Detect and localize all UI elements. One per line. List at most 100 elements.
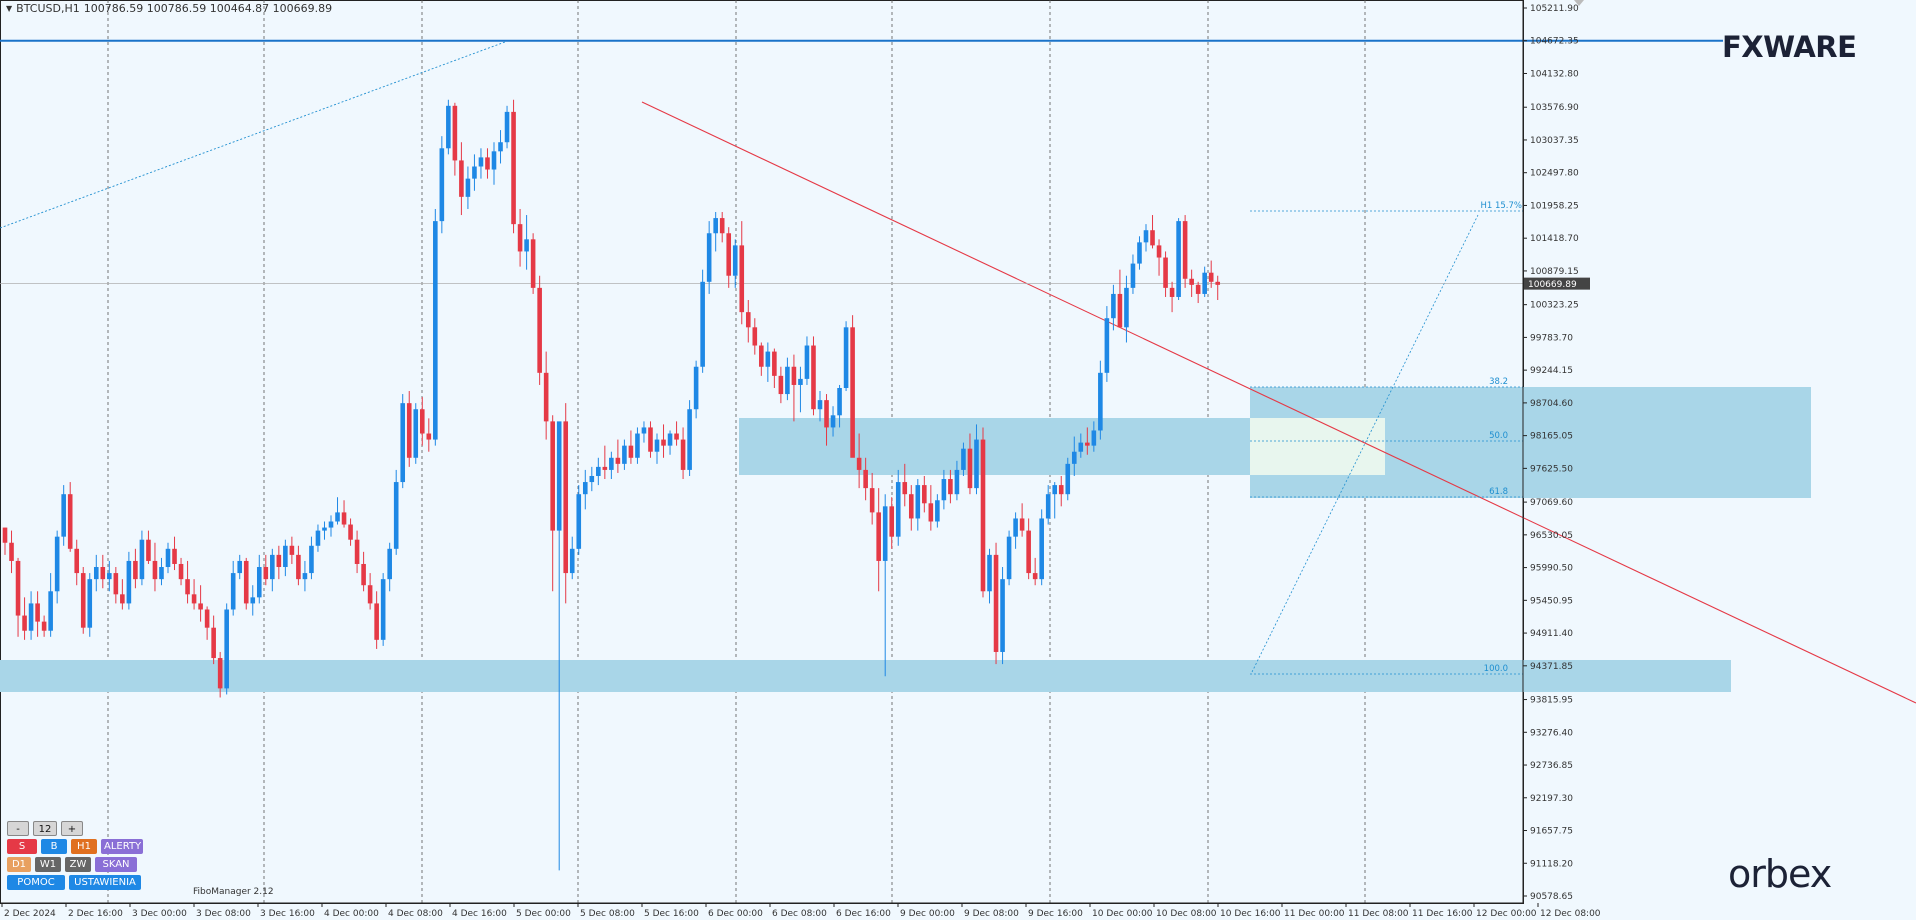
dropdown-triangle-icon[interactable]: ▼ <box>6 4 13 13</box>
candle <box>635 427 640 464</box>
candle-body <box>1052 485 1058 495</box>
candle-body <box>9 542 14 561</box>
timeframe-h1-button[interactable]: H1 <box>71 839 97 854</box>
fibo-level-label: 61.8 <box>1489 487 1508 497</box>
candle-body <box>204 609 210 628</box>
orbex-logo: orbex <box>1728 852 1832 896</box>
candle <box>504 105 510 149</box>
candle <box>811 336 816 416</box>
candle-body <box>1078 442 1084 452</box>
time-tick-label: 2 Dec 2024 <box>4 909 56 919</box>
candle <box>843 321 849 392</box>
candle-body <box>582 482 588 495</box>
candle-body <box>1137 242 1142 264</box>
candle-body <box>517 224 523 252</box>
candle <box>706 221 712 294</box>
timeframe-d1-button[interactable]: D1 <box>7 857 31 872</box>
candle <box>354 530 360 574</box>
candle <box>602 445 608 480</box>
zw-button[interactable]: ZW <box>65 857 91 872</box>
candle <box>622 439 627 470</box>
candle <box>1156 239 1162 276</box>
candle-body <box>498 142 503 152</box>
candle-body <box>569 548 575 574</box>
time-tick-label: 11 Dec 08:00 <box>1348 909 1409 919</box>
candle-body <box>895 482 901 537</box>
candle-body <box>413 409 419 458</box>
candle-body <box>817 400 823 410</box>
price-tick-label: 95990.50 <box>1530 564 1573 574</box>
candle <box>419 397 425 446</box>
candle-body <box>837 387 842 416</box>
candle <box>380 573 386 646</box>
alerts-button[interactable]: ALERTY <box>101 839 143 854</box>
candle <box>759 342 764 376</box>
candle-body <box>1065 463 1071 495</box>
candle-body <box>974 439 979 489</box>
candle <box>556 421 562 871</box>
candle <box>569 536 575 580</box>
price-tick-label: 101418.70 <box>1530 234 1579 244</box>
candle <box>1163 251 1168 297</box>
candle-body <box>309 545 314 574</box>
help-button[interactable]: POMOC <box>7 875 65 890</box>
candle-body <box>211 627 216 659</box>
candle <box>374 591 379 649</box>
candle <box>1117 269 1123 328</box>
candle-body <box>941 479 947 501</box>
buy-button[interactable]: B <box>41 839 67 854</box>
candle <box>1182 215 1188 288</box>
candle <box>615 439 621 473</box>
candle-body <box>752 327 758 346</box>
candle-body <box>100 567 106 580</box>
timeframe-w1-button[interactable]: W1 <box>35 857 61 872</box>
candle-body <box>380 579 386 640</box>
period-field[interactable]: 12 <box>33 821 57 836</box>
scan-button[interactable]: SKAN <box>95 857 137 872</box>
candle <box>563 403 569 604</box>
candle <box>41 615 47 637</box>
candle-body <box>354 539 360 564</box>
price-tick-label: 91657.75 <box>1530 827 1573 837</box>
candle-body <box>948 479 953 495</box>
candle-body <box>850 327 855 458</box>
candle <box>172 536 177 571</box>
candle-body <box>915 485 921 519</box>
candle-body <box>459 160 464 197</box>
descending-trendline <box>641 101 1916 704</box>
candle-body <box>1039 518 1044 580</box>
price-tick-label: 92736.85 <box>1530 761 1573 771</box>
fibo-top-label: H1 15.7% <box>1480 201 1522 211</box>
candle <box>674 421 679 446</box>
candle-body <box>811 345 816 410</box>
candle <box>211 615 216 665</box>
candle-body <box>315 530 321 546</box>
time-tick-label: 3 Dec 00:00 <box>132 909 187 919</box>
candle <box>204 606 210 640</box>
candle <box>576 485 582 555</box>
decrease-button[interactable]: - <box>7 821 29 836</box>
candle-body <box>1150 230 1155 246</box>
price-tick-label: 105211.90 <box>1530 4 1579 14</box>
price-tick-label: 97069.60 <box>1530 498 1573 508</box>
time-tick-label: 10 Dec 16:00 <box>1220 909 1281 919</box>
time-tick-label: 4 Dec 08:00 <box>388 909 443 919</box>
time-tick-label: 9 Dec 00:00 <box>900 909 955 919</box>
candle-body <box>406 403 412 458</box>
candle <box>1006 530 1012 586</box>
candle <box>993 542 999 665</box>
candle-body <box>856 457 862 470</box>
candle <box>302 560 308 592</box>
sell-button[interactable]: S <box>7 839 37 854</box>
candle <box>922 475 927 513</box>
candle-body <box>256 567 262 598</box>
candle-body <box>237 560 243 574</box>
candle-body <box>700 281 705 367</box>
candle <box>1208 260 1214 288</box>
increase-button[interactable]: + <box>61 821 83 836</box>
candle-body <box>126 560 132 604</box>
candle <box>491 142 497 185</box>
settings-button[interactable]: USTAWIENIA <box>69 875 141 890</box>
